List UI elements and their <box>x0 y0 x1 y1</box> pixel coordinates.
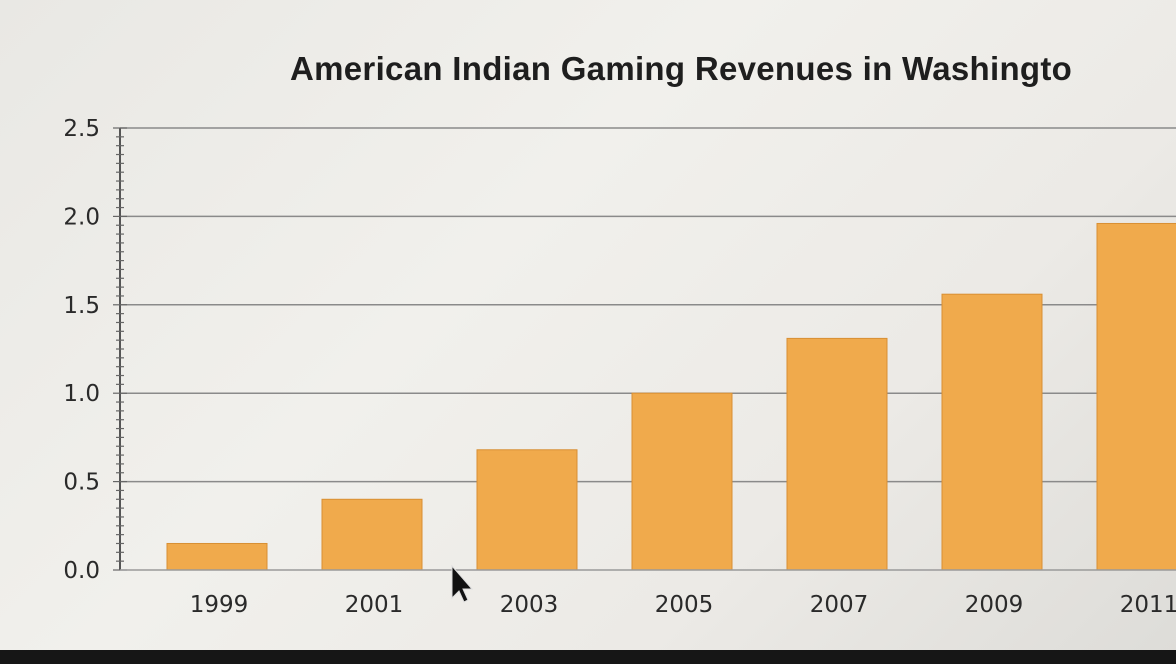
x-axis: 1999 2001 2003 2005 2007 2009 2011 <box>120 569 1176 618</box>
y-tick-label: 1.0 <box>63 381 100 407</box>
x-tick-label: 2007 <box>810 592 869 618</box>
bar-2011 <box>1096 222 1176 571</box>
bar-1999 <box>166 542 268 571</box>
x-tick-label: 2005 <box>655 592 714 618</box>
bar-2003 <box>476 449 578 571</box>
bars <box>166 222 1176 571</box>
mouse-pointer-icon <box>451 564 474 603</box>
bar-2007 <box>786 337 888 571</box>
screen-bezel <box>0 650 1176 664</box>
x-tick-label: 1999 <box>190 592 249 618</box>
bar-2005 <box>631 392 733 571</box>
chart-title: American Indian Gaming Revenues in Washi… <box>290 50 1073 87</box>
bar-2001 <box>321 498 423 571</box>
y-tick-label: 2.0 <box>63 204 100 230</box>
x-tick-label: 2011 <box>1120 592 1176 618</box>
x-tick-label: 2001 <box>345 592 404 618</box>
y-tick-label: 2.5 <box>63 116 100 142</box>
x-tick-label: 2003 <box>500 592 559 618</box>
x-tick-label: 2009 <box>965 592 1024 618</box>
y-tick-label: 0.0 <box>63 558 100 584</box>
y-tick-label: 0.5 <box>63 470 100 496</box>
y-axis: 0.0 0.5 1.0 1.5 2.0 2.5 <box>63 116 127 584</box>
y-tick-label: 1.5 <box>63 293 100 319</box>
bar-2009 <box>941 293 1043 571</box>
